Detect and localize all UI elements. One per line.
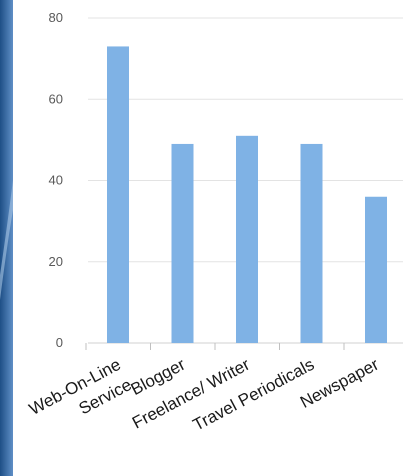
bars bbox=[107, 46, 387, 343]
y-tick-labels: 0 20 40 60 80 bbox=[49, 10, 63, 350]
bar-5 bbox=[365, 196, 387, 343]
bar-3 bbox=[236, 135, 258, 343]
x-axis bbox=[85, 342, 403, 350]
bar-4 bbox=[300, 143, 323, 343]
y-tick-label-0: 0 bbox=[56, 335, 63, 350]
x-category-label-1: Web-On-LineService bbox=[26, 355, 135, 439]
bar-1 bbox=[107, 46, 129, 343]
left-edge-swoosh bbox=[0, 180, 13, 300]
y-tick-label-80: 80 bbox=[49, 10, 63, 25]
y-tick-label-20: 20 bbox=[49, 254, 63, 269]
y-tick-label-40: 40 bbox=[49, 173, 63, 188]
bar-2 bbox=[171, 143, 194, 343]
y-tick-label-60: 60 bbox=[49, 91, 63, 106]
